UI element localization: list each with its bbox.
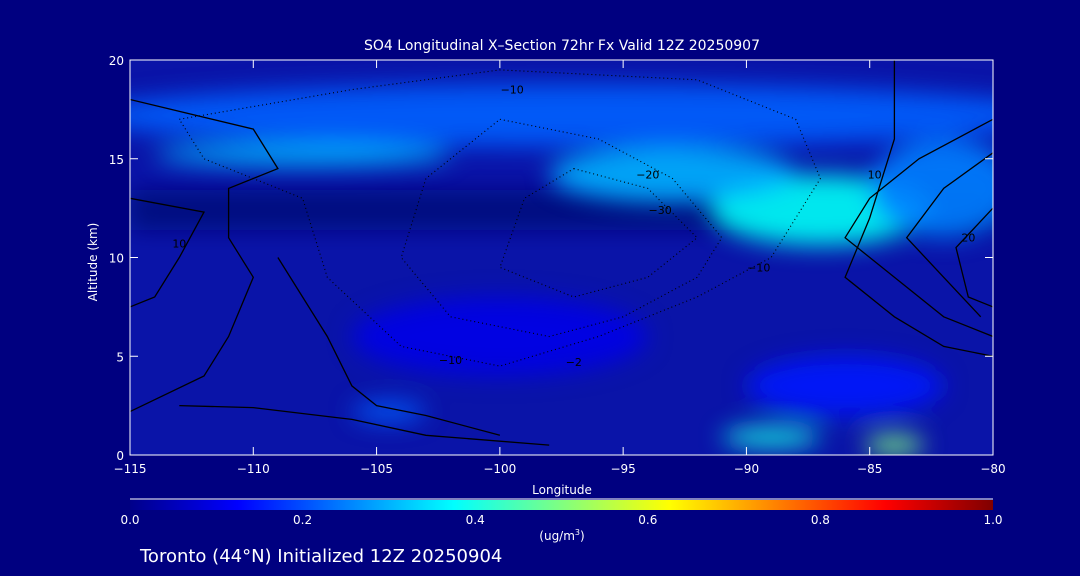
contour-line-negative: [400, 118, 723, 338]
contour-line-positive: [844, 118, 993, 338]
contour-label: −10: [439, 354, 462, 367]
colorbar-tick-label: 1.0: [983, 513, 1002, 527]
chart-title: SO4 Longitudinal X–Section 72hr Fx Valid…: [364, 38, 760, 54]
colorbar-tick-label: 0.6: [638, 513, 657, 527]
field-region: [549, 146, 796, 203]
colorbar-tick-label: 0.2: [293, 513, 312, 527]
field-region: [746, 356, 944, 416]
contour-label: 20: [961, 232, 975, 245]
y-tick-label: 15: [109, 153, 124, 167]
contour-line-positive: [955, 207, 993, 308]
x-tick-label: −115: [114, 462, 147, 476]
colorbar-tick-label: 0.8: [811, 513, 830, 527]
field-region: [351, 297, 648, 376]
x-tick-label: −90: [734, 462, 759, 476]
colorbar-tick-label: 0.0: [120, 513, 139, 527]
field-region: [869, 139, 993, 238]
contour-line-positive: [130, 98, 279, 413]
x-tick-label: −95: [610, 462, 635, 476]
colorbar: [130, 500, 993, 510]
contour-label: 10: [868, 169, 882, 182]
contour-line-positive: [844, 60, 993, 357]
field-region: [351, 401, 426, 422]
y-tick-label: 5: [116, 350, 124, 364]
x-tick-label: −110: [237, 462, 270, 476]
contour-label: −20: [636, 169, 659, 182]
contour-line-positive: [179, 404, 550, 446]
x-axis-label: Longitude: [532, 483, 592, 497]
x-tick-label: −85: [857, 462, 882, 476]
contour-label: −10: [501, 84, 524, 97]
contour-label: −30: [649, 204, 672, 217]
footer-caption: Toronto (44°N) Initialized 12Z 20250904: [139, 546, 502, 567]
contour-label: 10: [172, 238, 186, 251]
y-axis-label: Altitude (km): [86, 223, 100, 302]
contour-line-positive: [905, 152, 993, 318]
x-tick-label: −80: [980, 462, 1005, 476]
contour-line-positive: [130, 197, 205, 308]
field-region: [721, 427, 821, 448]
y-tick-label: 0: [116, 449, 124, 463]
contour-line-positive: [277, 257, 501, 436]
field-region: [130, 83, 993, 147]
x-tick-label: −100: [483, 462, 516, 476]
plot-area: −10 −20 −30 −10 10 20 10 −10 −2: [130, 60, 993, 455]
contour-label: −2: [566, 356, 582, 369]
contour-label: −10: [747, 261, 770, 274]
contour-line-negative: [499, 168, 698, 298]
colorbar-units: (ug/m3): [539, 528, 584, 543]
field-region: [864, 435, 924, 455]
x-tick-label: −105: [360, 462, 393, 476]
y-tick-label: 10: [109, 252, 124, 266]
field-region: [154, 142, 451, 167]
colorbar-tick-label: 0.4: [466, 513, 485, 527]
y-tick-label: 20: [109, 54, 124, 68]
